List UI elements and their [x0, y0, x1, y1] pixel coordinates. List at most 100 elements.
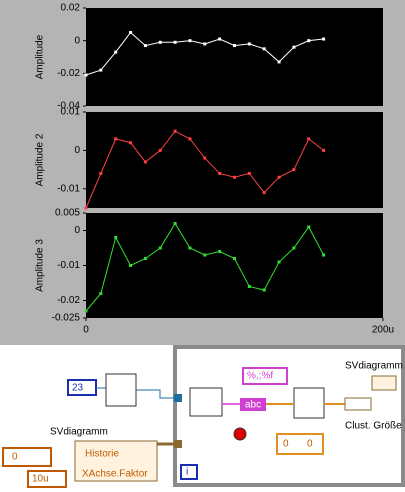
- y-tick-label: 0: [74, 225, 80, 236]
- property: XAchse.Faktor: [82, 469, 148, 480]
- data-point: [307, 137, 311, 141]
- data-point: [99, 68, 103, 72]
- data-point: [188, 39, 192, 43]
- plot-area: [86, 112, 383, 208]
- data-point: [114, 50, 118, 54]
- data-point: [292, 168, 296, 172]
- data-point: [307, 225, 311, 229]
- data-point: [247, 42, 251, 46]
- constant-text: 23: [72, 383, 84, 394]
- data-point: [218, 171, 222, 175]
- data-point: [233, 175, 236, 179]
- data-point: [203, 42, 207, 46]
- y-tick-label: 0.01: [61, 107, 81, 118]
- y-tick-label: 0.02: [61, 3, 81, 14]
- y-axis-label: Amplitude 3: [35, 239, 46, 292]
- data-point: [262, 288, 266, 292]
- data-point: [218, 250, 222, 253]
- y-axis-label: Amplitude: [35, 34, 46, 79]
- data-point: [262, 47, 266, 51]
- data-point: [277, 60, 281, 64]
- y-tick-label: 0: [74, 35, 80, 46]
- data-point: [173, 222, 177, 225]
- data-point: [307, 39, 311, 43]
- label: SVdiagramm: [345, 361, 403, 372]
- constant-text: 0: [283, 439, 289, 450]
- data-point: [233, 257, 236, 260]
- data-point: [203, 156, 207, 160]
- data-point: [143, 160, 147, 164]
- data-point: [84, 73, 88, 77]
- data-point: [292, 45, 296, 49]
- data-point: [158, 148, 162, 152]
- constant-text: 0: [307, 439, 313, 450]
- data-point: [173, 129, 177, 133]
- constant-text: %,;%f: [247, 371, 273, 382]
- data-point: [158, 40, 162, 44]
- data-point: [247, 285, 251, 288]
- block-diagram: [0, 345, 405, 492]
- label: Clust. Größe =3: [345, 421, 405, 432]
- constant-text: 10u: [32, 474, 49, 485]
- format-constant: [242, 367, 288, 385]
- y-tick-label: -0.04: [57, 101, 80, 112]
- array-constant: [276, 433, 324, 455]
- data-point: [143, 257, 147, 260]
- vi-icon: [189, 387, 223, 417]
- while-loop: [173, 345, 405, 487]
- data-point: [84, 309, 88, 313]
- data-point: [143, 44, 147, 48]
- data-point: [188, 137, 192, 141]
- data-point: [129, 264, 133, 267]
- y-tick-label: -0.02: [57, 295, 80, 306]
- iteration-terminal: [180, 464, 198, 480]
- tunnel: [174, 440, 182, 448]
- constant: [27, 470, 67, 488]
- y-axis-label: Amplitude 2: [35, 133, 46, 186]
- bundle: [344, 397, 372, 411]
- data-point: [84, 206, 88, 210]
- y-tick-label: 0.005: [55, 208, 80, 219]
- data-point: [218, 37, 222, 41]
- vi-icon: [105, 373, 137, 407]
- data-point: [158, 246, 162, 250]
- data-point: [173, 40, 177, 44]
- stop-button: [233, 427, 247, 441]
- y-tick-label: -0.01: [57, 183, 80, 194]
- data-point: [247, 171, 251, 175]
- constant-text: abc: [245, 400, 261, 411]
- data-point: [203, 253, 207, 257]
- diagram: 23 SVdiagramm Historie XAchse.Faktor 0 1…: [2, 345, 405, 488]
- string-constant: [240, 398, 266, 411]
- tunnel: [174, 394, 182, 402]
- data-point: [99, 171, 103, 175]
- data-point: [277, 175, 281, 179]
- wire: [136, 389, 178, 399]
- x-tick-label: 200u: [372, 325, 394, 336]
- loop-i: i: [186, 467, 188, 478]
- data-point: [129, 141, 133, 145]
- x-tick-label: 0: [83, 325, 89, 336]
- data-point: [99, 292, 103, 295]
- y-tick-label: 0: [74, 145, 80, 156]
- y-tick-label: -0.02: [57, 68, 80, 79]
- data-point: [322, 37, 326, 41]
- data-point: [188, 246, 192, 250]
- data-point: [292, 246, 296, 250]
- plot-area: [86, 213, 383, 318]
- data-point: [277, 260, 281, 264]
- label: SVdiagramm: [50, 427, 108, 438]
- data-point: [322, 253, 326, 257]
- data-point: [114, 137, 118, 141]
- data-point: [114, 236, 118, 239]
- data-point: [322, 148, 326, 152]
- y-tick-label: -0.01: [57, 260, 80, 271]
- property: Historie: [85, 449, 119, 460]
- data-point: [233, 44, 236, 48]
- indicator: [371, 375, 397, 391]
- plot-area: [86, 8, 383, 106]
- constant-text: 0: [12, 452, 18, 463]
- property-node: [74, 440, 158, 482]
- data-point: [262, 191, 266, 195]
